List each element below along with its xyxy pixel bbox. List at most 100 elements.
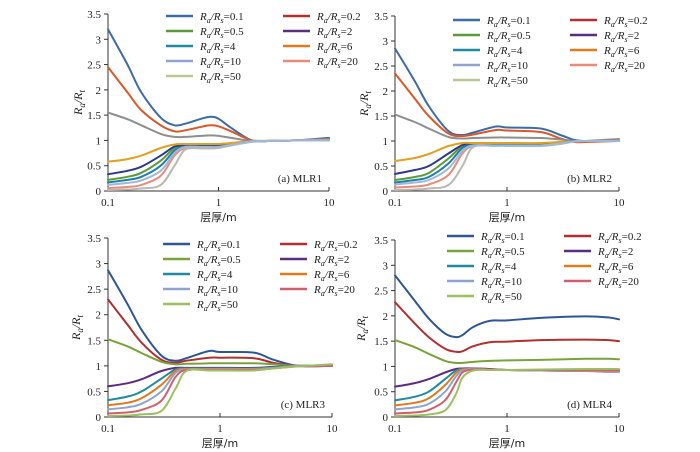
legend-label: Ra/Rs=0.1 <box>199 11 244 25</box>
legend-label-sub2: s <box>619 281 622 290</box>
legend-label-sub2: s <box>502 266 505 275</box>
legend-label: Ra/Rs=50 <box>199 71 241 85</box>
series-line-2 <box>107 139 330 176</box>
legend-label-sep: /R <box>210 56 221 68</box>
series-line-4 <box>394 367 620 402</box>
legend-label-main: R <box>196 284 204 296</box>
legend-label-main: R <box>316 26 324 38</box>
legend-label-value: =0.1 <box>224 11 244 23</box>
legend-label-sub2: s <box>218 289 221 298</box>
y-label-sub1: a <box>75 328 85 333</box>
y-tick-label: 1 <box>96 135 102 147</box>
y-tick-label: 3 <box>383 260 389 272</box>
legend-label: Ra/Rs=0.5 <box>199 26 244 40</box>
y-tick-label: 0 <box>96 186 102 198</box>
legend-label-value: =2 <box>622 246 634 258</box>
y-tick-label: 1 <box>96 361 102 373</box>
legend-label-value: =20 <box>622 276 640 288</box>
y-label-main: R <box>69 332 83 341</box>
x-tick-label: 1 <box>216 197 222 209</box>
legend-label-value: =0.5 <box>505 246 525 258</box>
legend-label-main: R <box>486 75 494 87</box>
legend-label-sep: /R <box>614 60 625 72</box>
legend-label: Ra/Rs=2 <box>597 246 633 260</box>
y-axis-label: Ra/Rt <box>69 315 85 342</box>
legend-label-value: =0.5 <box>511 30 531 42</box>
legend-label-sub1: a <box>488 251 492 260</box>
legend-label-main: R <box>486 15 494 27</box>
legend-label-sub2: s <box>619 266 622 275</box>
legend-label-sub1: a <box>321 244 325 253</box>
legend-label-sep: /R <box>210 11 221 23</box>
legend-label: Ra/Rs=0.1 <box>486 15 531 29</box>
legend-label-value: =20 <box>338 284 356 296</box>
legend-label-sub1: a <box>204 274 208 283</box>
legend-label-sub2: s <box>221 31 224 40</box>
legend-label-main: R <box>196 254 204 266</box>
y-tick-label: 2 <box>383 86 389 98</box>
legend-label-sub2: s <box>625 35 628 44</box>
legend-label-value: =10 <box>221 284 239 296</box>
legend-label-sub2: s <box>335 244 338 253</box>
legend-label-sub2: s <box>218 244 221 253</box>
legend-label: Ra/Rs=6 <box>603 45 640 59</box>
x-tick-label: 0.1 <box>388 197 402 209</box>
x-axis-label: 层厚/m <box>489 437 525 450</box>
legend-label-main: R <box>486 60 494 72</box>
chart-panel-4: 00.511.522.533.50.1 1 10层厚/mRa/RtRa/Rs=0.1… <box>354 231 642 450</box>
legend-label-sep: /R <box>207 254 218 266</box>
y-label-sep: /R <box>354 318 368 330</box>
legend-label-sub2: s <box>508 80 511 89</box>
legend-label: Ra/Rs=50 <box>480 291 522 305</box>
legend-label-sub1: a <box>207 16 211 25</box>
legend-label-main: R <box>603 45 611 57</box>
x-tick-label: 1 <box>504 197 510 209</box>
series-line-0.2 <box>107 298 333 368</box>
legend-label-sep: /R <box>327 26 338 38</box>
legend-label-sub1: a <box>204 304 208 313</box>
panel-label: (b) MLR2 <box>567 173 612 185</box>
x-tick-label: 10 <box>324 197 336 209</box>
y-label-sub1: a <box>363 104 373 109</box>
legend-label-value: =50 <box>511 75 529 87</box>
legend-label-sub1: a <box>488 236 492 245</box>
legend-label-sub1: a <box>488 266 492 275</box>
legend-label-sep: /R <box>497 15 508 27</box>
legend-label-value: =2 <box>338 254 350 266</box>
series-line-50 <box>394 367 620 417</box>
legend-label: Ra/Rs=0.5 <box>196 254 241 268</box>
legend-label-value: =0.5 <box>221 254 241 266</box>
legend-label-main: R <box>199 26 207 38</box>
legend-label-sep: /R <box>614 15 625 27</box>
legend-label-value: =10 <box>505 276 523 288</box>
panel-label: (c) MLR3 <box>281 399 326 411</box>
y-label-main: R <box>357 108 371 117</box>
legend-label-sub1: a <box>488 281 492 290</box>
legend-label-sub2: s <box>619 251 622 260</box>
legend-label-main: R <box>603 60 611 72</box>
y-tick-label: 3 <box>96 34 102 46</box>
legend-label-sub1: a <box>204 289 208 298</box>
legend: Ra/Rs=0.1 Ra/Rs=0.2Ra/Rs=0.5 Ra/Rs=2Ra/Rs=… <box>166 11 361 85</box>
legend-label-main: R <box>313 269 321 281</box>
legend-label-value: =20 <box>341 56 359 68</box>
legend-label-main: R <box>196 269 204 281</box>
legend: Ra/Rs=0.1 Ra/Rs=0.2Ra/Rs=0.5 Ra/Rs=2Ra/Rs=… <box>447 231 642 305</box>
series-line-50 <box>107 363 333 417</box>
legend: Ra/Rs=0.1 Ra/Rs=0.2Ra/Rs=0.5 Ra/Rs=2Ra/Rs=… <box>453 15 648 89</box>
legend-label-main: R <box>597 261 605 273</box>
y-tick-label: 3.5 <box>87 233 101 245</box>
legend-label: Ra/Rs=10 <box>480 276 522 290</box>
legend-label: Ra/Rs=0.2 <box>597 231 642 245</box>
legend-label-sub2: s <box>508 65 511 74</box>
legend-label-sep: /R <box>608 261 619 273</box>
x-tick-label: 0.1 <box>101 423 115 435</box>
legend-label-sep: /R <box>608 231 619 243</box>
legend-label: Ra/Rs=50 <box>196 299 238 313</box>
legend-label-value: =4 <box>505 261 517 273</box>
legend-label-sub2: s <box>335 289 338 298</box>
y-tick-label: 1 <box>383 136 389 148</box>
legend-label-sub1: a <box>494 35 498 44</box>
legend-label-sub2: s <box>502 236 505 245</box>
legend-label-sep: /R <box>210 71 221 83</box>
